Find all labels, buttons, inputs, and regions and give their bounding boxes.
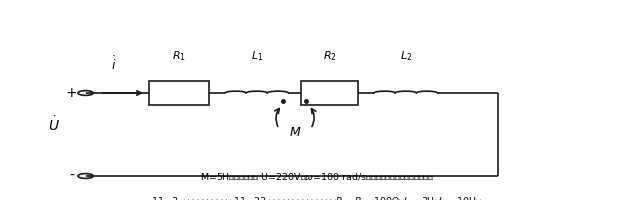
- Text: 11$-$3. 两个耦合线圈串联如图 11$-$23 所示。已知两个线圈的参数为：$R_1$=$R_2$=100$\Omega$，$L_1$=3H，$L_2$=: 11$-$3. 两个耦合线圈串联如图 11$-$23 所示。已知两个线圈的参数为…: [151, 196, 483, 200]
- FancyBboxPatch shape: [149, 81, 209, 105]
- Text: $L_2$: $L_2$: [399, 49, 412, 63]
- Text: $\dot{U}$: $\dot{U}$: [48, 115, 60, 134]
- Text: $L_1$: $L_1$: [250, 49, 263, 63]
- Text: $R_2$: $R_2$: [323, 49, 337, 63]
- Text: $M$: $M$: [288, 127, 301, 140]
- Text: $\dot{i}$: $\dot{i}$: [112, 55, 117, 73]
- Text: M=5H，电源的电压 U=220V，$\omega$=100 rad/s。试求两个线圈的端电压相量。: M=5H，电源的电压 U=220V，$\omega$=100 rad/s。试求两…: [200, 171, 434, 182]
- Text: +: +: [66, 86, 77, 100]
- Text: $R_1$: $R_1$: [172, 49, 186, 63]
- FancyBboxPatch shape: [301, 81, 358, 105]
- Text: -: -: [69, 169, 74, 183]
